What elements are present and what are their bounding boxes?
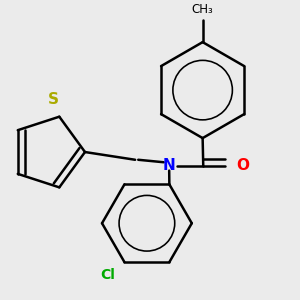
Text: O: O: [236, 158, 249, 173]
Text: N: N: [163, 158, 175, 173]
Text: Cl: Cl: [100, 268, 115, 282]
Text: CH₃: CH₃: [192, 3, 214, 16]
Text: S: S: [48, 92, 58, 107]
